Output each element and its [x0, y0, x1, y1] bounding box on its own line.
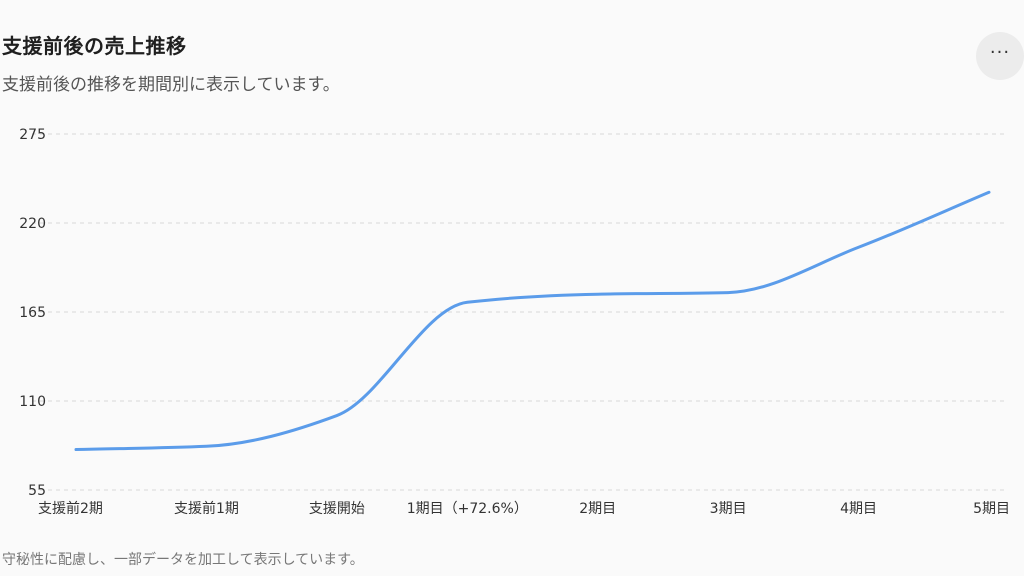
x-tick-label: 3期目 [710, 501, 747, 517]
data-point[interactable] [592, 288, 604, 300]
data-point[interactable] [853, 241, 865, 253]
y-tick-label: 165 [19, 305, 46, 321]
x-tick-label: 2期目 [579, 501, 616, 517]
data-point[interactable] [722, 287, 734, 299]
x-axis-ticks: 支援前2期 支援前1期 支援開始 1期目（+72.6%） 2期目 3期目 4期目 5期目 [38, 500, 1010, 517]
data-point[interactable] [461, 296, 473, 308]
x-tick-label: 支援前2期 [38, 500, 103, 517]
chart-title: 支援前後の売上推移 [2, 34, 187, 58]
y-tick-label: 275 [19, 127, 46, 143]
y-tick-label: 110 [19, 394, 46, 410]
x-tick-label: 5期目 [973, 501, 1010, 517]
x-tick-label: 支援前1期 [174, 500, 239, 517]
disclaimer-note: 守秘性に配慮し、一部データを加工して表示しています。 [2, 552, 364, 568]
y-tick-label: 55 [28, 483, 46, 499]
series-line [74, 190, 991, 452]
grid-lines [32, 133, 1006, 491]
data-point[interactable] [331, 410, 343, 422]
y-axis-ticks: 55 110 165 220 275 [19, 127, 46, 499]
x-tick-label: 支援開始 [309, 501, 365, 517]
data-point[interactable] [983, 186, 995, 198]
chart-subtitle: 支援前後の推移を期間別に表示しています。 [2, 75, 340, 95]
y-tick-label: 220 [19, 216, 46, 232]
more-options-button[interactable]: ··· [976, 32, 1024, 80]
series-layer [70, 186, 995, 456]
data-point[interactable] [70, 444, 82, 456]
data-point[interactable] [200, 440, 212, 452]
more-horizontal-icon: ··· [989, 42, 1011, 63]
x-tick-label: 1期目（+72.6%） [407, 501, 528, 517]
x-tick-label: 4期目 [840, 501, 877, 517]
